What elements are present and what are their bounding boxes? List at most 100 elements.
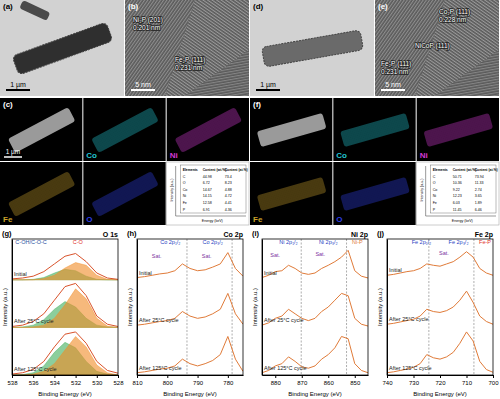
spectrum-line xyxy=(262,336,368,372)
table-cell: 4.72 xyxy=(225,194,232,198)
series-label: After 25°C cycle xyxy=(14,318,54,324)
image-panel: (a)1 µm xyxy=(0,0,124,96)
x-tick-label: 710 xyxy=(462,380,473,386)
table-cell: Ni xyxy=(183,194,187,198)
x-tick-mark xyxy=(302,375,303,378)
series-label: After 25°C cycle xyxy=(264,317,304,323)
scale-bar xyxy=(6,89,30,91)
x-tick: 880 xyxy=(271,375,282,386)
image-background xyxy=(375,0,499,96)
x-tick: 528 xyxy=(113,375,124,386)
cell-background xyxy=(0,162,82,225)
y-axis-title: Intensity (a.u.) xyxy=(252,288,258,326)
inset-axes xyxy=(176,166,246,216)
table-cell: 6.91 xyxy=(203,208,210,212)
x-tick-mark xyxy=(328,375,329,378)
table-header: Content (wt.%) xyxy=(203,168,227,172)
image-panel: (d)1 µm xyxy=(250,0,374,96)
lattice-annotation: 0.201 nm xyxy=(133,24,160,31)
peak-annotation: Sat. xyxy=(270,252,280,258)
y-axis-line xyxy=(137,240,138,376)
plot-frame xyxy=(387,239,493,375)
peak-annotation: Fe 2p₁/₂ xyxy=(412,239,432,245)
chart-title: Ni 2p xyxy=(351,231,368,239)
table-cell: 12.58 xyxy=(203,201,212,205)
inset-background xyxy=(417,162,499,225)
map-cell: Co xyxy=(83,98,165,161)
plot-area: 880870860850InitialAfter 25°C cycleAfter… xyxy=(262,239,369,386)
chart-panel: 810800790780InitialAfter 25°C cycleAfter… xyxy=(127,229,244,397)
table-cell: Fe xyxy=(183,201,187,205)
marks xyxy=(12,254,118,375)
component-area xyxy=(12,289,118,328)
x-axis: 740730720710700 xyxy=(382,375,499,386)
series-label: After 25°C cycle xyxy=(389,316,429,322)
scale-bar xyxy=(4,156,22,158)
element-map xyxy=(340,177,410,211)
figure: (a)1 µm(b)Ni₂P (201)0.201 nmFe₂P (111)0.… xyxy=(0,0,500,399)
lattice-annotation: Fe₂P (111) xyxy=(381,60,411,68)
table-cell: Co xyxy=(433,188,438,192)
panel-label: (d) xyxy=(253,2,264,11)
x-tick: 532 xyxy=(71,375,82,386)
x-tick-label: 810 xyxy=(132,380,143,386)
map-cell: Fe xyxy=(250,162,332,225)
x-axis-title: Binding Energy (eV) xyxy=(413,391,467,397)
series-label: Initial xyxy=(264,270,277,276)
x-tick-label: 860 xyxy=(324,380,335,386)
peak-annotation: Ni 2p₁/₂ xyxy=(279,239,297,245)
x-tick-label: 538 xyxy=(7,380,18,386)
map-cell: (c)1 µm xyxy=(0,98,82,161)
lattice-region xyxy=(435,50,499,96)
chart-title: O 1s xyxy=(103,231,118,238)
x-tick-label: 530 xyxy=(92,380,103,386)
x-tick: 538 xyxy=(7,375,18,386)
peak-annotation: Ni-P xyxy=(352,239,363,245)
spectrum-line xyxy=(262,250,368,278)
table-cell: 12.23 xyxy=(453,194,462,198)
sem-nanorod xyxy=(257,113,327,147)
table-cell: 14.67 xyxy=(203,188,212,192)
sem-nanorod xyxy=(8,107,76,153)
y-axis-title: Intensity (a.u.) xyxy=(2,288,8,326)
x-tick: 870 xyxy=(297,375,308,386)
x-tick: 810 xyxy=(132,375,143,386)
reference-line xyxy=(428,239,429,375)
element-map xyxy=(91,171,159,217)
spectrum-line xyxy=(12,332,118,374)
nanorod xyxy=(262,30,364,67)
y-axis-title: Intensity (a.u.) xyxy=(127,288,133,326)
reference-line xyxy=(301,239,302,375)
chart-title: Co 2p xyxy=(224,231,243,239)
element-map xyxy=(175,107,243,153)
table-cell: 73.4 xyxy=(225,175,232,179)
table-header: Content (at.%) xyxy=(475,168,498,172)
element-map xyxy=(91,107,159,153)
table-cell: Fe xyxy=(433,201,437,205)
cell-background xyxy=(417,98,499,161)
x-axis-line xyxy=(263,375,369,376)
x-tick: 720 xyxy=(435,375,446,386)
cell-background xyxy=(250,162,332,225)
x-axis-title: Binding Energy (eV) xyxy=(38,391,92,397)
table-header: Content (at.%) xyxy=(225,168,248,172)
peak-annotation: C-OH/C-O-C xyxy=(15,239,46,245)
nanorod xyxy=(19,0,50,21)
scale-bar xyxy=(131,89,155,91)
lattice-annotation: Ni₂P (201) xyxy=(133,16,163,24)
series-label: After 25°C cycle xyxy=(139,317,179,323)
table-cell: 10.36 xyxy=(453,181,462,185)
chart-panel: 880870860850InitialAfter 25°C cycleAfter… xyxy=(252,229,369,397)
y-axis xyxy=(387,240,388,376)
map-cell: Fe xyxy=(0,162,82,225)
x-tick-mark xyxy=(493,375,494,378)
plot-area: 740730720710700InitialAfter 25°C cycleAf… xyxy=(382,239,499,386)
reference-line xyxy=(346,239,347,375)
table-frame xyxy=(181,165,246,213)
x-axis-line xyxy=(13,375,119,376)
map-cell: O xyxy=(333,162,415,225)
cell-background xyxy=(83,162,165,225)
peak-annotation: Fe-P xyxy=(479,239,491,245)
x-tick-mark xyxy=(440,375,441,378)
inset-y-label: Intensity (a.u.) xyxy=(420,179,424,202)
